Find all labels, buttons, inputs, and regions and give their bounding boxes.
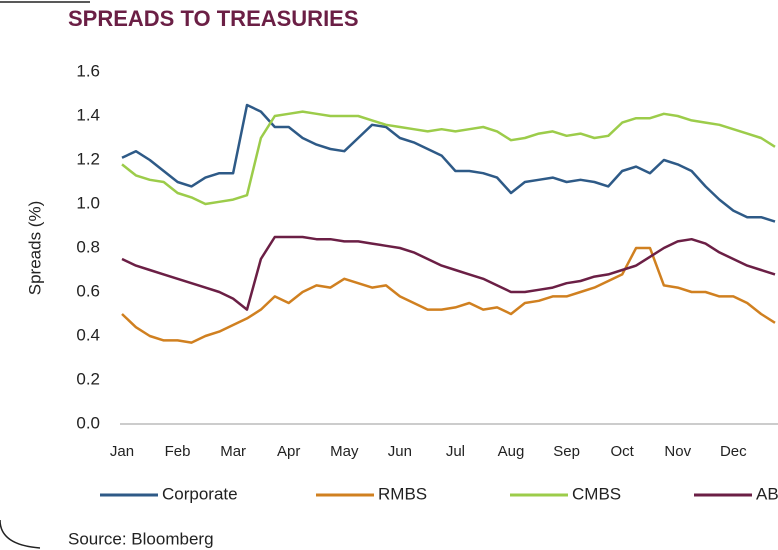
x-tick-label: Dec — [720, 443, 747, 460]
x-tick-label: Jun — [388, 443, 412, 460]
x-tick-label: Apr — [277, 443, 300, 460]
y-tick-label: 1.6 — [76, 61, 100, 80]
y-tick-label: 0.6 — [76, 281, 100, 300]
legend-label: Corporate — [162, 484, 238, 503]
line-series — [121, 235, 776, 311]
x-tick-label: Jan — [110, 443, 134, 460]
line-series — [121, 246, 776, 344]
chart-title: SPREADS TO TREASURIES — [68, 6, 359, 31]
legend-label: ABS — [756, 484, 778, 503]
frame — [0, 1, 90, 549]
line-series — [121, 110, 776, 206]
y-tick-label: 0.2 — [76, 369, 100, 388]
x-tick-label: Feb — [165, 443, 191, 460]
x-tick-label: Jul — [446, 443, 465, 460]
x-tick-label: Sep — [553, 443, 580, 460]
x-tick-label: Nov — [664, 443, 691, 460]
legend-label: RMBS — [378, 484, 427, 503]
source: Source: Bloomberg — [68, 529, 214, 548]
x-tick-label: Aug — [498, 443, 525, 460]
y-axis-label: Spreads (%) — [25, 201, 44, 295]
y-tick-label: 0.0 — [76, 413, 100, 432]
x-tick-label: Oct — [610, 443, 634, 460]
y-tick-label: 0.4 — [76, 325, 100, 344]
line-series — [121, 103, 776, 223]
legend-label: CMBS — [572, 484, 621, 503]
y-tick-label: 1.2 — [76, 149, 100, 168]
x-tick-label: Mar — [220, 443, 246, 460]
y-tick-label: 1.4 — [76, 105, 100, 124]
y-tick-label: 1.0 — [76, 193, 100, 212]
y-tick-label: 0.8 — [76, 237, 100, 256]
x-tick-label: May — [330, 443, 359, 460]
